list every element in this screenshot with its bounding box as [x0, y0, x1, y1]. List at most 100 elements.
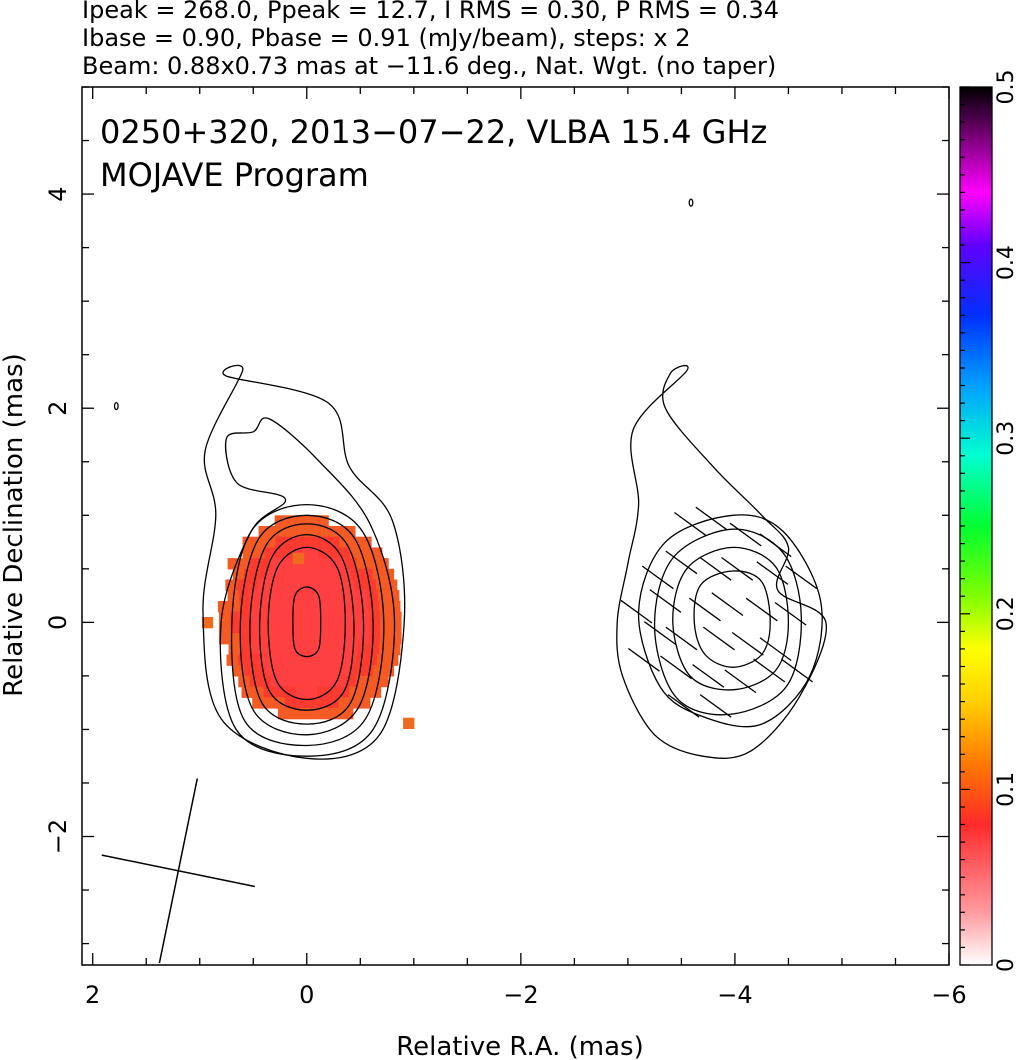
pol-pixel: [243, 665, 255, 677]
pol-vector: [699, 556, 732, 581]
pol-pixel: [272, 611, 284, 623]
polarization-vectors: [620, 506, 818, 718]
contour-small: [688, 198, 694, 207]
pol-pixel: [269, 654, 281, 666]
pol-pixel: [340, 568, 352, 581]
colorbar-tick-label: 0: [994, 958, 1019, 972]
pol-pixel: [326, 611, 338, 623]
pol-pixel: [306, 547, 319, 559]
pol-pixel: [293, 611, 306, 623]
pol-pixel: [292, 643, 305, 656]
colorbar-tick-label: 0.1: [994, 772, 1019, 807]
pol-pixel: [366, 558, 378, 570]
pol-pixel: [333, 526, 345, 538]
pol-pixel: [322, 654, 335, 666]
plot-area: [81, 86, 950, 966]
pol-pixel: [261, 622, 274, 634]
pol-pixel: [382, 665, 395, 677]
total-intensity-contours: [113, 198, 828, 760]
contour-jet-knot: [653, 528, 802, 716]
pol-pixel: [303, 643, 315, 656]
x-tick-label: −6: [931, 981, 966, 1009]
axis-ticks: [82, 86, 950, 965]
pol-pixel: [281, 558, 293, 570]
pol-pixel: [296, 515, 308, 527]
pol-pixel: [270, 675, 282, 688]
pol-pixel: [366, 590, 378, 602]
pol-pixel: [260, 643, 273, 656]
pol-pixel: [260, 601, 273, 613]
pol-pixel: [259, 558, 271, 570]
pol-vector: [729, 522, 762, 547]
pol-pixel: [368, 633, 381, 645]
pol-pixel: [326, 633, 338, 645]
contour-core: [202, 364, 406, 760]
x-tick-label: −2: [503, 981, 538, 1009]
pol-pixel: [262, 686, 275, 698]
pol-pixel: [301, 526, 313, 538]
pol-pixel: [359, 697, 371, 709]
pol-pixel: [243, 568, 255, 581]
pol-pixel: [331, 708, 343, 720]
pol-pixel: [246, 579, 259, 591]
y-tick-label: 4: [44, 186, 72, 201]
pol-pixel: [302, 675, 314, 688]
pol-pixel: [290, 654, 302, 666]
pol-pixel: [285, 536, 297, 548]
pol-pixel: [232, 665, 245, 677]
pol-pixel: [371, 547, 383, 559]
contour-core: [267, 546, 346, 701]
pol-pixel: [336, 633, 348, 645]
beam-minor-axis: [101, 854, 256, 888]
x-tick-label: 0: [299, 981, 314, 1009]
pol-pixel: [346, 643, 358, 656]
pol-pixel: [281, 675, 293, 688]
pol-pixel: [247, 654, 260, 666]
pol-pixel: [379, 611, 391, 623]
pol-pixel: [237, 654, 249, 666]
pol-pixel: [258, 654, 270, 666]
pol-pixel: [286, 665, 298, 677]
pol-pixel: [290, 526, 302, 538]
pol-pixel: [377, 590, 389, 602]
x-tick-label: 2: [85, 981, 100, 1009]
pol-pixel: [242, 536, 254, 548]
pol-pixel: [314, 643, 326, 656]
pol-pixel: [252, 697, 264, 709]
pol-pixel: [275, 665, 287, 677]
pol-pixel: [239, 643, 251, 656]
pol-pixel: [343, 579, 355, 591]
pol-pixel: [345, 558, 357, 570]
pol-pixel: [270, 590, 282, 602]
pol-vector: [781, 658, 813, 683]
pol-pixel: [274, 536, 286, 548]
pol-pixel: [360, 536, 372, 548]
pol-pixel: [322, 526, 335, 538]
pol-pixel: [250, 601, 262, 613]
pol-pixel: [316, 697, 328, 709]
pol-pixel: [219, 622, 231, 634]
pol-vector: [695, 506, 728, 531]
pol-pixel: [241, 686, 253, 698]
plot-frame: [81, 86, 950, 966]
pol-pixel: [348, 686, 360, 698]
pol-pixel: [347, 622, 359, 634]
pol-pixel: [297, 665, 309, 677]
pol-pixel: [310, 708, 322, 720]
contour-core: [249, 523, 365, 725]
pol-pixel: [302, 590, 314, 602]
pol-vector: [620, 599, 653, 624]
pol-pixel: [259, 590, 271, 602]
pol-pixel: [390, 633, 402, 645]
pol-pixel: [251, 633, 263, 645]
pol-pixel: [305, 697, 317, 709]
pol-pixel: [268, 579, 280, 591]
pol-pixel: [307, 568, 320, 581]
contour-core: [230, 503, 385, 747]
pol-pixel: [389, 601, 401, 613]
pol-pixel: [345, 590, 357, 602]
pol-pixel: [332, 579, 344, 591]
pol-pixel: [340, 665, 352, 677]
pol-pixel: [291, 590, 304, 602]
